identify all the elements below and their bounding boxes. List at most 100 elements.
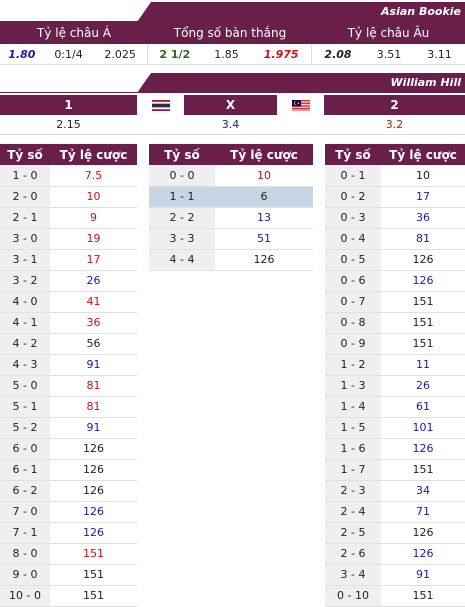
odds-cell: 91 (50, 417, 137, 439)
score-cell: 9 - 0 (0, 564, 50, 586)
score-row: 5 - 1 81 (0, 396, 137, 418)
score-row: 4 - 0 41 (0, 291, 137, 313)
odds-cell: 26 (381, 375, 465, 397)
score-row: 1 - 3 26 (325, 375, 465, 397)
score-cell: 1 - 7 (325, 459, 381, 481)
asian-home-odds: 1.80 (8, 48, 36, 61)
score-row: 0 - 2 17 (325, 186, 465, 208)
thailand-flag-icon (151, 99, 170, 111)
odds-cell: 151 (381, 333, 465, 355)
odds-cell: 71 (381, 501, 465, 523)
william-hill-odds: 1 X 2 (0, 95, 465, 135)
away-win-odds: 3.2 (385, 118, 404, 131)
score-row: 1 - 4 61 (325, 396, 465, 418)
score-row: 3 - 2 26 (0, 270, 137, 292)
score-cell: 5 - 1 (0, 396, 50, 418)
score-cell: 1 - 3 (325, 375, 381, 397)
score-cell: 0 - 10 (325, 585, 381, 607)
william-hill-header-row: 1 X 2 (0, 95, 465, 115)
score-row: 3 - 0 19 (0, 228, 137, 250)
score-cell: 3 - 1 (0, 249, 50, 271)
odds-cell: 56 (50, 333, 137, 355)
william-hill-values-row: 2.15 3.4 3.2 (0, 115, 465, 135)
score-row: 4 - 1 36 (0, 312, 137, 334)
score-row: 10 - 0 151 (0, 585, 137, 607)
score-cell: 0 - 5 (325, 249, 381, 271)
score-cell: 6 - 2 (0, 480, 50, 502)
score-cell: 2 - 5 (325, 522, 381, 544)
odds-cell: 91 (50, 354, 137, 376)
european-draw-odds: 3.51 (376, 48, 402, 61)
odds-cell: 151 (50, 564, 137, 586)
score-cell: 1 - 6 (325, 438, 381, 460)
asian-bookie-header-row: Tỷ lệ châu Á Tổng số bàn thắng Tỷ lệ châ… (0, 22, 465, 44)
score-row: 6 - 2 126 (0, 480, 137, 502)
draw-odds: 3.4 (221, 118, 240, 131)
over-odds: 1.85 (214, 48, 239, 61)
score-row: 1 - 5 101 (325, 417, 465, 439)
asian-bookie-values-row: 1.80 0:1/4 2.025 2 1/2 1.85 1.975 2.08 3… (0, 44, 465, 65)
odds-cell: 81 (381, 228, 465, 250)
score-row: 5 - 2 91 (0, 417, 137, 439)
odds-cell: 126 (50, 438, 137, 460)
score-row: 4 - 2 56 (0, 333, 137, 355)
score-row: 5 - 0 81 (0, 375, 137, 397)
odds-cell: 6 (215, 186, 313, 208)
score-cell: 5 - 0 (0, 375, 50, 397)
odds-cell: 36 (381, 207, 465, 229)
draw-label: X (184, 95, 277, 115)
score-cell: 2 - 3 (325, 480, 381, 502)
odds-cell: 34 (381, 480, 465, 502)
odds-cell: 101 (381, 417, 465, 439)
score-row: 7 - 0 126 (0, 501, 137, 523)
odds-cell: 126 (50, 459, 137, 481)
score-cell: 10 - 0 (0, 585, 50, 607)
odds-cell: 26 (50, 270, 137, 292)
score-cell: 3 - 3 (149, 228, 215, 250)
away-label: 2 (324, 95, 465, 115)
score-cell: 6 - 0 (0, 438, 50, 460)
odds-cell: 17 (381, 186, 465, 208)
score-row: 0 - 5 126 (325, 249, 465, 271)
score-row: 0 - 0 10 (149, 165, 313, 187)
score-row: 1 - 2 11 (325, 354, 465, 376)
score-cell: 1 - 4 (325, 396, 381, 418)
odds-cell: 10 (50, 186, 137, 208)
asian-handicap-header: Tỷ lệ châu Á (37, 26, 111, 40)
odds-cell: 126 (50, 522, 137, 544)
odds-cell: 126 (381, 543, 465, 565)
score-cell: 6 - 1 (0, 459, 50, 481)
score-cell: 5 - 2 (0, 417, 50, 439)
score-row: 0 - 6 126 (325, 270, 465, 292)
score-cell: 1 - 2 (325, 354, 381, 376)
score-cell: 0 - 1 (325, 165, 381, 187)
score-cell: 0 - 4 (325, 228, 381, 250)
odds-cell: 11 (381, 354, 465, 376)
odds-cell: 19 (50, 228, 137, 250)
score-cell: 4 - 2 (0, 333, 50, 355)
score-row: 0 - 3 36 (325, 207, 465, 229)
odds-cell: 126 (50, 480, 137, 502)
score-cell: 2 - 6 (325, 543, 381, 565)
score-row: 0 - 1 10 (325, 165, 465, 187)
odds-cell: 91 (381, 564, 465, 586)
score-cell: 4 - 1 (0, 312, 50, 334)
odds-cell: 151 (381, 291, 465, 313)
score-row: 0 - 9 151 (325, 333, 465, 355)
score-cell: 0 - 3 (325, 207, 381, 229)
odds-cell: 9 (50, 207, 137, 229)
odds-cell: 126 (381, 249, 465, 271)
odds-cell: 17 (50, 249, 137, 271)
score-cell: 2 - 0 (0, 186, 50, 208)
score-cell: 4 - 4 (149, 249, 215, 271)
asian-handicap-line: 0:1/4 (54, 48, 83, 61)
score-row: 2 - 6 126 (325, 543, 465, 565)
odds-cell: 126 (381, 270, 465, 292)
score-row: 4 - 4 126 (149, 249, 313, 271)
score-row: 2 - 2 13 (149, 207, 313, 229)
score-cell: 3 - 2 (0, 270, 50, 292)
european-away-odds: 3.11 (427, 48, 452, 61)
score-cell: 0 - 0 (149, 165, 215, 187)
